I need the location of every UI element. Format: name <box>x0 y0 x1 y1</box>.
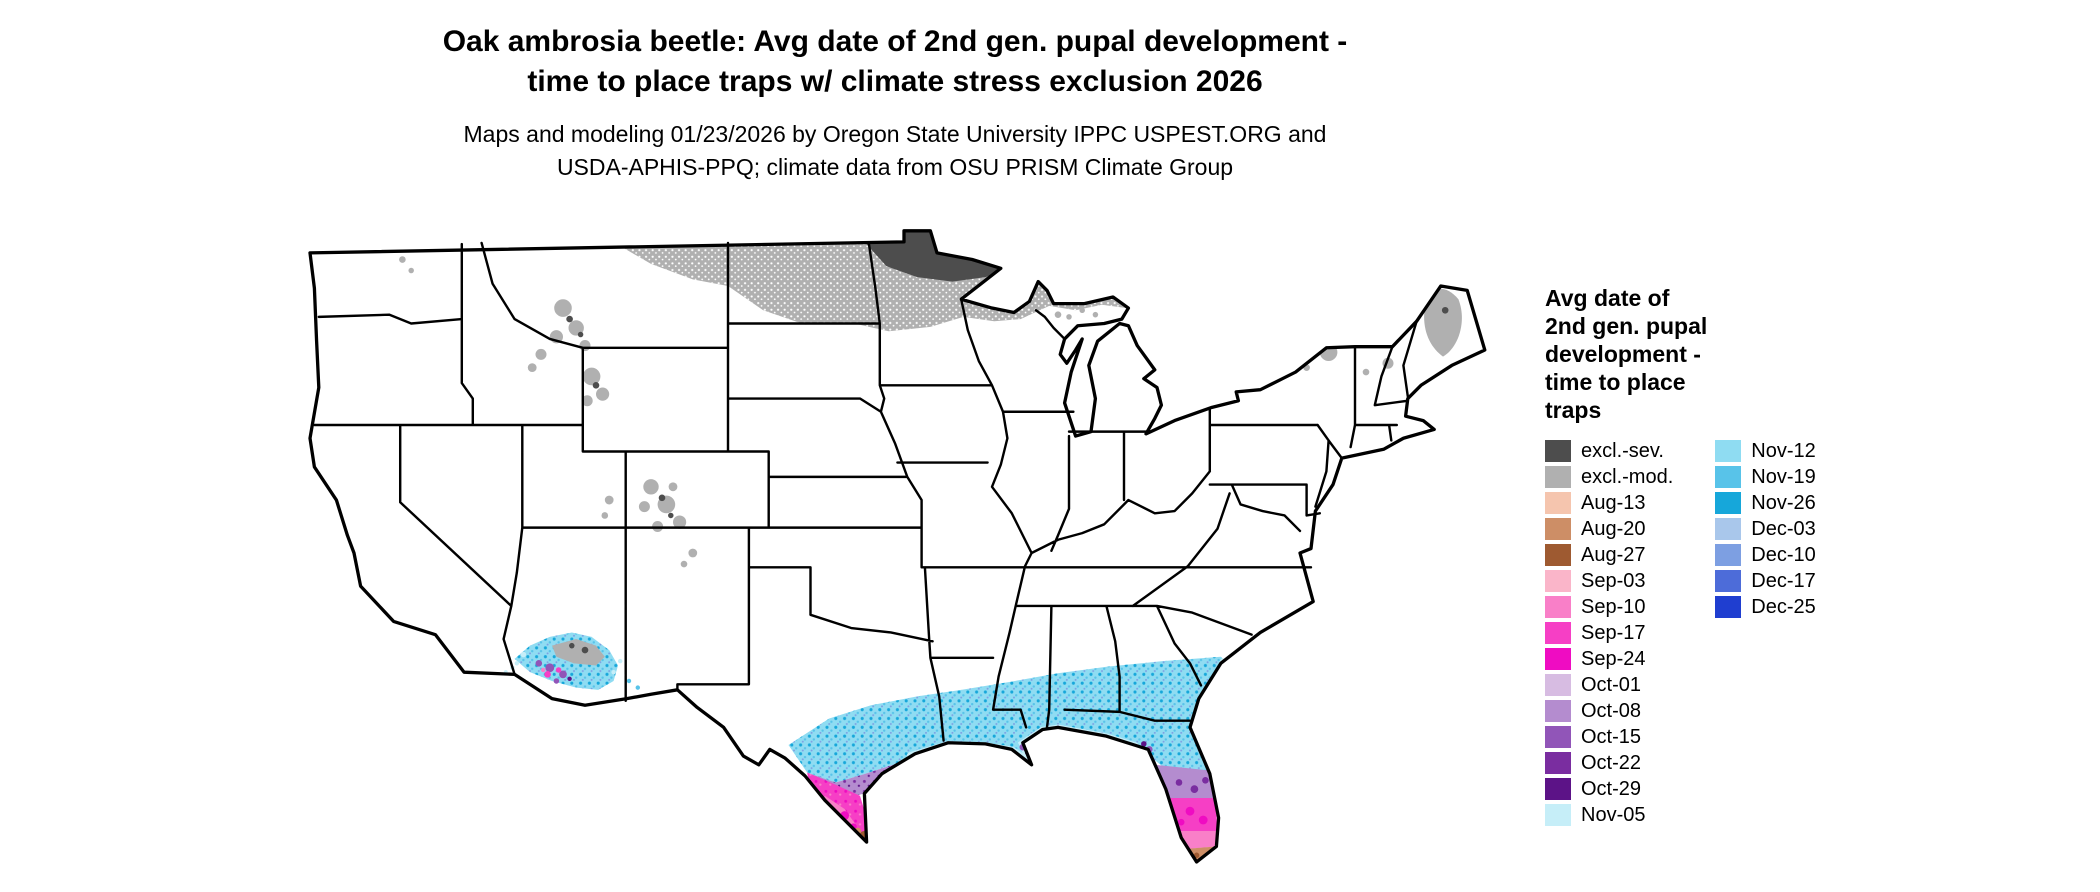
us-map <box>288 222 1498 884</box>
map-legend: Avg date of 2nd gen. pupal development -… <box>1545 284 1965 828</box>
legend-label: Nov-05 <box>1581 803 1646 826</box>
legend-row: Oct-08 <box>1545 698 1673 724</box>
legend-label: Dec-25 <box>1751 595 1816 618</box>
page-subtitle-line2: USDA-APHIS-PPQ; climate data from OSU PR… <box>556 154 1234 180</box>
legend-column-1: excl.-sev. excl.-mod. Aug-13 Aug-20 Aug-27 Se… <box>1545 438 1673 828</box>
mountain-exclusion-severe-dots <box>566 306 1449 519</box>
legend-label: excl.-sev. <box>1581 439 1664 462</box>
legend-swatch <box>1545 804 1571 826</box>
page-title: Oak ambrosia beetle: Avg date of 2nd gen… <box>0 22 1790 102</box>
legend-row: Nov-19 <box>1715 464 1816 490</box>
legend-label: Aug-20 <box>1581 517 1646 540</box>
legend-label: Oct-01 <box>1581 673 1642 696</box>
legend-label: Aug-27 <box>1581 543 1646 566</box>
arizona-sep10-dot <box>541 667 546 673</box>
legend-row: Oct-01 <box>1545 672 1673 698</box>
legend-title: Avg date of 2nd gen. pupal development -… <box>1545 284 1965 424</box>
legend-title-line: time to place <box>1545 369 1686 395</box>
us-map-svg <box>308 229 1487 875</box>
legend-label: Dec-17 <box>1751 569 1816 592</box>
legend-swatch <box>1715 596 1742 618</box>
arizona-sep-dots <box>544 667 562 678</box>
legend-swatch <box>1545 492 1571 514</box>
legend-swatch <box>1715 518 1742 540</box>
legend-label: Oct-22 <box>1581 751 1642 774</box>
legend-label: Aug-13 <box>1581 491 1646 514</box>
legend-swatch <box>1545 440 1571 462</box>
legend-row: Dec-10 <box>1715 542 1816 568</box>
state-borders <box>313 241 1418 742</box>
legend-label: Oct-08 <box>1581 699 1642 722</box>
legend-label: Oct-15 <box>1581 725 1642 748</box>
legend-swatch <box>1715 492 1742 514</box>
legend-row: Oct-22 <box>1545 750 1673 776</box>
florida-oct-band <box>1155 764 1216 798</box>
legend-swatch <box>1545 466 1571 488</box>
legend-title-line: 2nd gen. pupal <box>1545 313 1708 339</box>
legend-swatch <box>1545 674 1571 696</box>
legend-label: Sep-10 <box>1581 595 1646 618</box>
legend-row: excl.-sev. <box>1545 438 1673 464</box>
legend-swatch <box>1715 466 1742 488</box>
legend-row: Nov-12 <box>1715 438 1816 464</box>
legend-label: Sep-24 <box>1581 647 1646 670</box>
arizona-oct-dots <box>535 660 567 684</box>
legend-row: Aug-27 <box>1545 542 1673 568</box>
legend-row: Dec-25 <box>1715 594 1816 620</box>
page-subtitle-line1: Maps and modeling 01/23/2026 by Oregon S… <box>463 121 1327 147</box>
legend-label: Nov-26 <box>1751 491 1816 514</box>
legend-row: Aug-20 <box>1545 516 1673 542</box>
legend-row: Dec-17 <box>1715 568 1816 594</box>
legend-row: Nov-05 <box>1545 802 1673 828</box>
page-title-line1: Oak ambrosia beetle: Avg date of 2nd gen… <box>442 25 1348 58</box>
legend-swatch <box>1545 726 1571 748</box>
florida-sep10-band <box>1179 831 1218 849</box>
florida-aug-tip <box>1187 846 1216 862</box>
arizona-oct29-dot <box>567 676 572 681</box>
legend-swatch <box>1715 570 1742 592</box>
legend-row: Sep-17 <box>1545 620 1673 646</box>
page-subtitle: Maps and modeling 01/23/2026 by Oregon S… <box>0 118 1790 184</box>
florida-sep24-dots <box>1177 806 1208 826</box>
legend-swatch <box>1545 752 1571 774</box>
page-title-line2: time to place traps w/ climate stress ex… <box>527 65 1263 98</box>
legend-row: Sep-03 <box>1545 568 1673 594</box>
legend-title-line: traps <box>1545 397 1602 423</box>
texas-aug13-dot <box>849 833 854 838</box>
legend-row: Oct-29 <box>1545 776 1673 802</box>
legend-swatch <box>1545 570 1571 592</box>
legend-row: Oct-15 <box>1545 724 1673 750</box>
legend-row: excl.-mod. <box>1545 464 1673 490</box>
legend-row: Sep-24 <box>1545 646 1673 672</box>
legend-label: Oct-29 <box>1581 777 1642 800</box>
legend-row: Sep-10 <box>1545 594 1673 620</box>
legend-label: Dec-10 <box>1751 543 1816 566</box>
legend-title-line: Avg date of <box>1545 285 1670 311</box>
florida-keys-aug13-dots <box>1168 864 1190 875</box>
legend-row: Aug-13 <box>1545 490 1673 516</box>
legend-swatch <box>1545 518 1571 540</box>
legend-title-line: development - <box>1545 341 1701 367</box>
arizona-exclusion-severe-dots <box>569 642 589 654</box>
legend-swatch <box>1545 622 1571 644</box>
legend-columns: excl.-sev. excl.-mod. Aug-13 Aug-20 Aug-27 Se… <box>1545 438 1965 828</box>
legend-swatch <box>1545 648 1571 670</box>
arizona-exclusion-core <box>552 639 605 666</box>
legend-label: Dec-03 <box>1751 517 1816 540</box>
legend-row: Nov-26 <box>1715 490 1816 516</box>
legend-label: Sep-17 <box>1581 621 1646 644</box>
legend-swatch <box>1715 440 1742 462</box>
legend-swatch <box>1545 778 1571 800</box>
legend-swatch <box>1545 596 1571 618</box>
florida-oct-dark-dots <box>1175 776 1209 793</box>
legend-row: Dec-03 <box>1715 516 1816 542</box>
legend-column-2: Nov-12 Nov-19 Nov-26 Dec-03 Dec-10 Dec-17 Dec-… <box>1715 438 1816 620</box>
legend-label: excl.-mod. <box>1581 465 1674 488</box>
legend-label: Sep-03 <box>1581 569 1646 592</box>
legend-swatch <box>1545 700 1571 722</box>
legend-swatch <box>1715 544 1742 566</box>
legend-label: Nov-12 <box>1751 439 1816 462</box>
legend-swatch <box>1545 544 1571 566</box>
legend-label: Nov-19 <box>1751 465 1816 488</box>
